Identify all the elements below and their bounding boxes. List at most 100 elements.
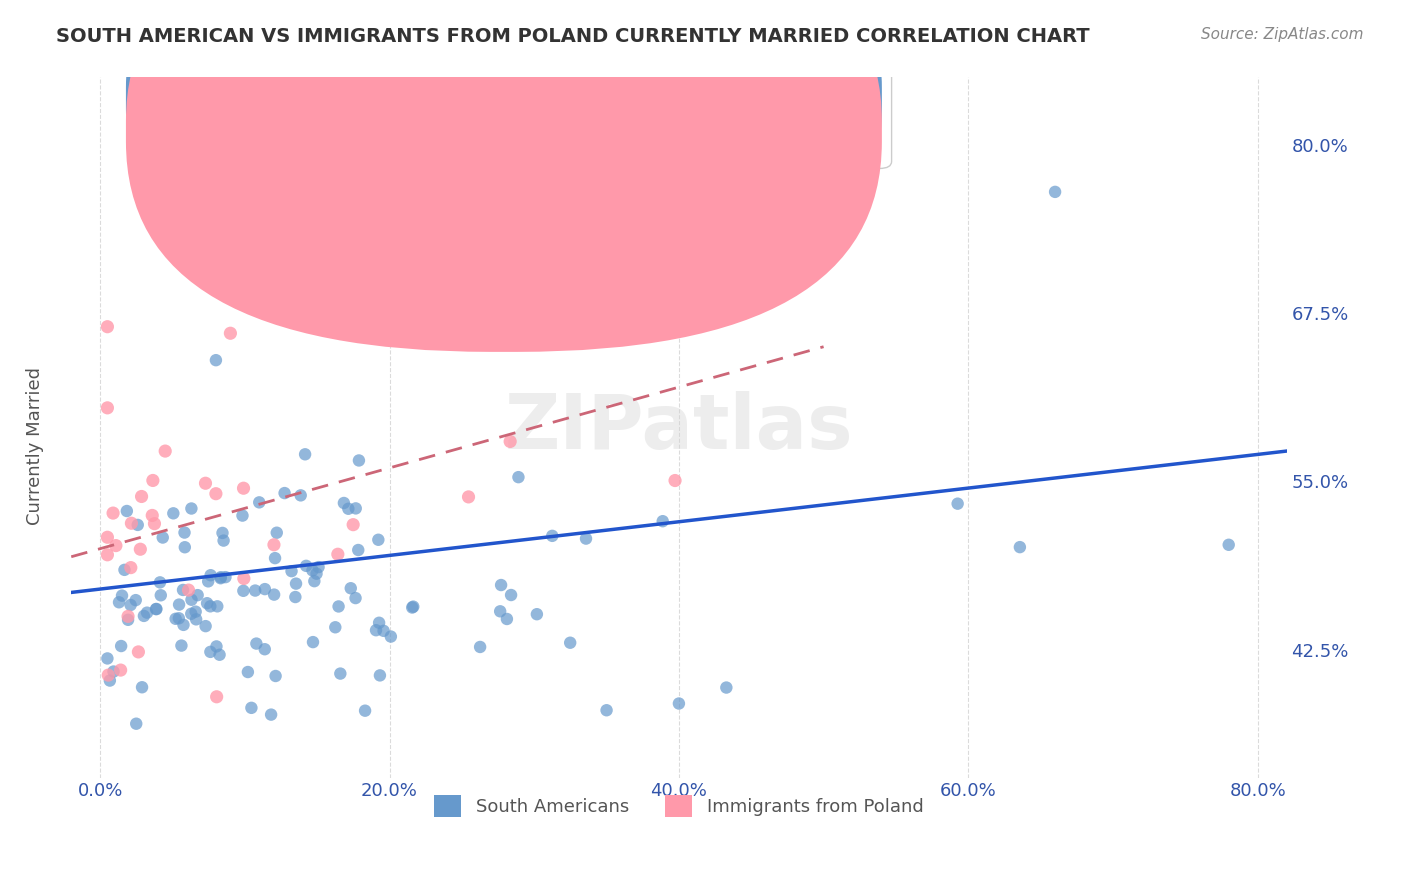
Point xyxy=(96,530,118,544)
Point xyxy=(167,611,190,625)
Point xyxy=(142,474,165,488)
Point xyxy=(207,599,229,614)
Point xyxy=(264,669,287,683)
Point xyxy=(180,592,202,607)
Point xyxy=(120,516,142,531)
Point xyxy=(328,599,350,614)
Point xyxy=(526,607,548,622)
Point xyxy=(127,517,149,532)
Point xyxy=(295,558,318,573)
Point xyxy=(489,604,512,618)
Point xyxy=(162,506,184,520)
Point xyxy=(200,599,222,614)
Point xyxy=(354,704,377,718)
Point xyxy=(214,570,236,584)
Point xyxy=(172,618,194,632)
FancyBboxPatch shape xyxy=(467,70,891,169)
Point xyxy=(205,486,228,500)
Point xyxy=(170,639,193,653)
Point xyxy=(96,401,118,415)
FancyBboxPatch shape xyxy=(127,0,882,319)
Point xyxy=(209,571,232,585)
Point xyxy=(120,598,142,612)
Point xyxy=(364,624,387,638)
Point xyxy=(468,640,491,654)
Text: Currently Married: Currently Married xyxy=(27,367,44,525)
Point xyxy=(98,673,121,688)
Point xyxy=(368,668,391,682)
Point xyxy=(127,645,149,659)
Point xyxy=(523,171,546,186)
Point xyxy=(145,602,167,616)
Point xyxy=(240,701,263,715)
Point xyxy=(205,640,228,654)
Point xyxy=(232,572,254,586)
Point xyxy=(344,591,367,605)
Point xyxy=(245,637,267,651)
Point xyxy=(103,665,125,679)
Point xyxy=(152,531,174,545)
Point xyxy=(200,645,222,659)
Point xyxy=(149,588,172,602)
Point xyxy=(236,665,259,679)
Point xyxy=(132,608,155,623)
Point xyxy=(1043,185,1066,199)
FancyBboxPatch shape xyxy=(127,0,882,351)
Point xyxy=(110,663,132,677)
Point xyxy=(344,501,367,516)
Point xyxy=(208,648,231,662)
Point xyxy=(253,642,276,657)
Point xyxy=(184,605,207,619)
Point xyxy=(290,488,312,502)
Point xyxy=(946,497,969,511)
Point xyxy=(339,581,361,595)
Point xyxy=(301,563,323,577)
Point xyxy=(173,540,195,554)
Point xyxy=(651,514,673,528)
Point xyxy=(323,620,346,634)
Point xyxy=(489,578,512,592)
Point xyxy=(97,668,120,682)
Point xyxy=(131,490,153,504)
Point xyxy=(302,635,325,649)
Point xyxy=(129,542,152,557)
Text: ZIPatlas: ZIPatlas xyxy=(505,391,853,465)
Point xyxy=(194,619,217,633)
Point xyxy=(205,690,228,704)
Point xyxy=(1218,538,1240,552)
Point xyxy=(211,525,233,540)
Point xyxy=(96,548,118,562)
Point xyxy=(120,560,142,574)
Point xyxy=(101,506,124,520)
Point xyxy=(307,299,329,313)
Legend: South Americans, Immigrants from Poland: South Americans, Immigrants from Poland xyxy=(427,788,931,824)
Point xyxy=(125,593,148,607)
Point xyxy=(136,606,159,620)
Point xyxy=(195,596,218,610)
Point xyxy=(499,588,522,602)
Point xyxy=(380,630,402,644)
Point xyxy=(167,598,190,612)
Point xyxy=(575,532,598,546)
Point xyxy=(243,583,266,598)
Point xyxy=(180,607,202,621)
Point xyxy=(111,589,134,603)
Point xyxy=(153,444,176,458)
Point xyxy=(264,551,287,566)
Point xyxy=(436,245,458,260)
Text: R =  0.230   N = 35: R = 0.230 N = 35 xyxy=(527,134,731,153)
Point xyxy=(117,609,139,624)
Point xyxy=(232,481,254,495)
Point xyxy=(131,680,153,694)
Point xyxy=(342,517,364,532)
Point xyxy=(266,525,288,540)
Point xyxy=(247,495,270,509)
Point xyxy=(114,563,136,577)
Point xyxy=(329,666,352,681)
Point xyxy=(231,508,253,523)
Point xyxy=(457,490,479,504)
Point xyxy=(177,583,200,598)
Point xyxy=(508,470,530,484)
Point xyxy=(305,566,328,581)
Point xyxy=(200,568,222,582)
